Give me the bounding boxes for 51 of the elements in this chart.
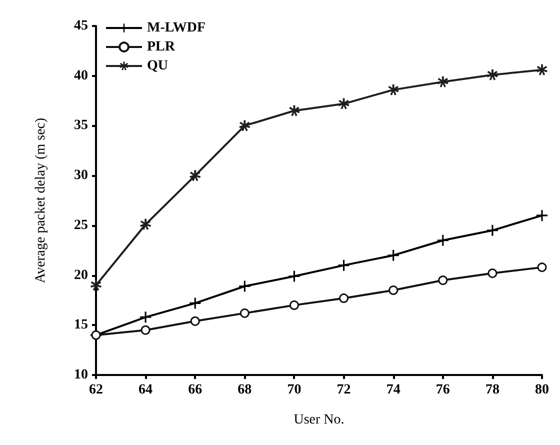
point	[388, 250, 399, 261]
legend-label: PLR	[147, 40, 176, 54]
x-tick-label: 62	[89, 382, 103, 398]
point	[190, 170, 201, 182]
point	[486, 224, 498, 236]
y-tick-label: 15	[74, 318, 88, 333]
x-tick-label: 74	[386, 382, 400, 398]
point	[288, 270, 300, 282]
point	[190, 298, 201, 309]
x-tick-label: 66	[188, 382, 202, 398]
point	[288, 105, 300, 116]
point	[438, 276, 448, 286]
x-axis-title: User No.	[294, 412, 344, 428]
x-tick-label: 76	[436, 382, 450, 398]
point	[488, 268, 498, 278]
y-tick-label: 35	[74, 118, 88, 134]
x-tick-label: 70	[287, 382, 302, 398]
point	[339, 293, 349, 303]
point	[537, 262, 547, 272]
point	[240, 308, 250, 318]
point	[536, 210, 548, 221]
point	[140, 218, 152, 230]
x-tick-label: 78	[485, 382, 500, 398]
point	[140, 325, 150, 335]
point	[338, 260, 350, 271]
point	[90, 280, 102, 291]
point	[338, 98, 350, 110]
point	[536, 64, 548, 76]
y-tick-label: 30	[74, 168, 88, 184]
y-tick-label: 25	[74, 218, 88, 233]
y-tick-label: 10	[74, 368, 88, 382]
point	[239, 120, 250, 132]
point	[437, 76, 448, 88]
y-tick-label: 20	[74, 268, 88, 283]
point	[289, 300, 299, 310]
x-tick-label: 72	[336, 382, 351, 398]
y-tick-label: 45	[74, 18, 88, 34]
point	[190, 316, 200, 326]
point	[388, 285, 398, 295]
point	[437, 234, 448, 246]
y-tick-label: 40	[74, 68, 88, 84]
point	[486, 69, 498, 80]
x-tick-label: 68	[238, 382, 252, 398]
point	[239, 280, 250, 292]
point	[140, 312, 152, 323]
point	[388, 84, 399, 96]
x-tick-label: 64	[138, 382, 153, 398]
legend-label: M-LWDF	[147, 20, 206, 36]
legend-label: QU	[147, 58, 168, 74]
x-tick-label: 80	[535, 382, 549, 398]
y-axis-title: Average packet delay (m sec)	[34, 118, 48, 284]
